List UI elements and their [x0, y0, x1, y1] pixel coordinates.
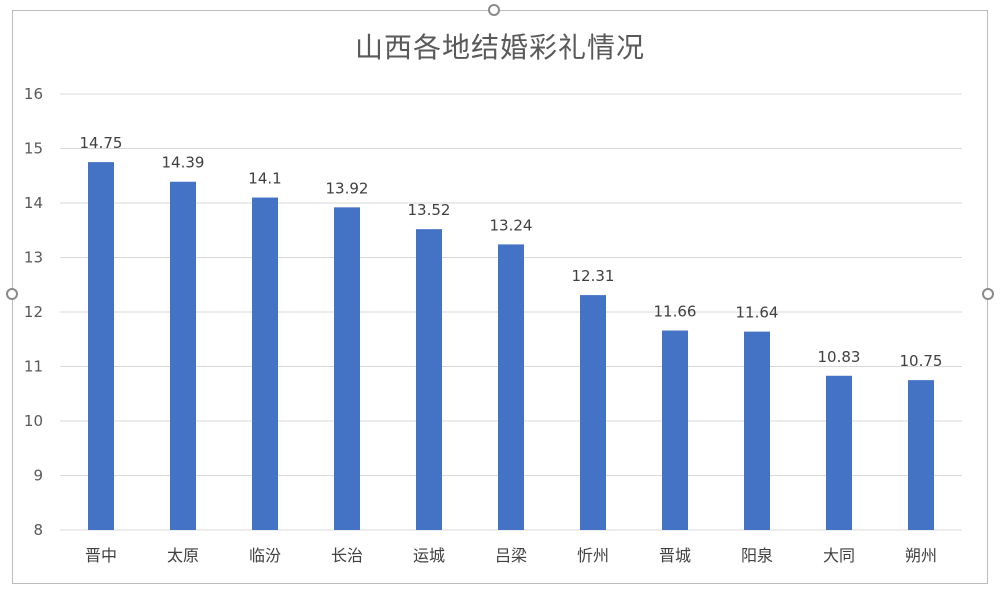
- x-tick-label: 吕梁: [495, 546, 527, 565]
- resize-handle-right[interactable]: [982, 288, 994, 300]
- bar: [744, 331, 770, 530]
- bars: [88, 162, 934, 531]
- x-tick-label: 临汾: [249, 546, 281, 565]
- x-tick-label: 朔州: [905, 546, 937, 565]
- resize-handle-left[interactable]: [6, 288, 18, 300]
- bar: [826, 375, 852, 530]
- x-tick-label: 晋中: [85, 546, 117, 565]
- y-tick-label: 9: [33, 467, 43, 485]
- data-label: 14.39: [162, 154, 205, 172]
- data-labels: 14.75 14.39 14.1 13.92 13.52 13.24 12.31 11.66 1…: [80, 134, 943, 370]
- y-tick-label: 10: [24, 412, 43, 430]
- data-label: 11.66: [654, 303, 697, 321]
- x-tick-label: 长治: [331, 546, 363, 565]
- bar: [334, 207, 360, 531]
- y-tick-label: 12: [24, 303, 43, 321]
- y-tick-label: 13: [24, 249, 43, 267]
- x-tick-label: 忻州: [577, 546, 609, 565]
- y-axis-ticks: 8 9 10 11 12 13 14 15 16: [24, 85, 43, 539]
- bar: [662, 330, 688, 530]
- y-tick-label: 15: [24, 140, 43, 158]
- data-label: 13.92: [326, 179, 369, 197]
- y-tick-label: 14: [24, 194, 43, 212]
- bar: [416, 229, 442, 530]
- bar: [498, 244, 524, 531]
- bar: [908, 380, 934, 530]
- resize-handle-top[interactable]: [488, 4, 500, 16]
- x-axis-ticks: 晋中 太原 临汾 长治 运城 吕梁 忻州 晋城 阳泉 大同 朔州: [85, 546, 937, 565]
- data-label: 13.24: [490, 216, 533, 234]
- data-label: 12.31: [572, 267, 615, 285]
- data-label: 11.64: [736, 304, 779, 322]
- bar: [580, 295, 606, 530]
- x-tick-label: 太原: [167, 546, 199, 565]
- data-label: 14.1: [248, 170, 281, 188]
- bar: [252, 197, 278, 531]
- chart-title: 山西各地结婚彩礼情况: [354, 31, 645, 64]
- x-tick-label: 晋城: [659, 546, 691, 565]
- data-label: 10.75: [900, 352, 943, 370]
- data-label: 14.75: [80, 134, 123, 152]
- x-tick-label: 运城: [413, 546, 445, 565]
- data-label: 13.52: [408, 201, 451, 219]
- bar: [170, 181, 196, 530]
- bar: [88, 162, 114, 530]
- data-label: 10.83: [818, 348, 861, 366]
- x-tick-label: 阳泉: [741, 546, 773, 565]
- x-tick-label: 大同: [823, 546, 855, 565]
- y-tick-label: 8: [33, 521, 43, 539]
- y-tick-label: 11: [24, 358, 43, 376]
- y-tick-label: 16: [24, 85, 43, 103]
